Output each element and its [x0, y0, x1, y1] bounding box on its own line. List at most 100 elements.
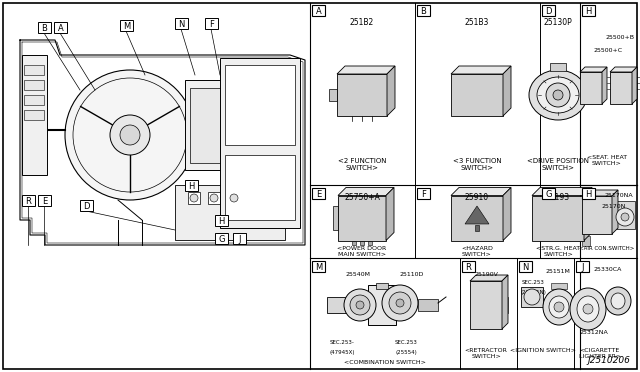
Circle shape: [230, 194, 238, 202]
Text: A: A: [316, 7, 321, 16]
Polygon shape: [337, 66, 395, 74]
Bar: [120, 20, 133, 31]
Text: <2 FUNCTION
SWITCH>: <2 FUNCTION SWITCH>: [338, 158, 387, 171]
Text: <POWER DOOR
MAIN SWITCH>: <POWER DOOR MAIN SWITCH>: [337, 246, 387, 257]
Bar: [368, 285, 396, 325]
Text: 25500+C: 25500+C: [593, 48, 623, 53]
Text: B: B: [420, 7, 426, 16]
Bar: [502, 297, 508, 313]
Text: H: H: [586, 7, 592, 16]
Bar: [228, 192, 240, 204]
Text: E: E: [316, 190, 321, 199]
Bar: [587, 207, 597, 223]
Bar: [542, 5, 555, 16]
Bar: [80, 200, 93, 211]
Polygon shape: [451, 187, 511, 196]
Bar: [610, 72, 632, 104]
Bar: [215, 233, 228, 244]
Text: <STR.G. HEAT
SWITCH>: <STR.G. HEAT SWITCH>: [536, 246, 580, 257]
Bar: [360, 241, 364, 244]
Bar: [175, 185, 285, 240]
Polygon shape: [503, 66, 511, 116]
Circle shape: [553, 90, 563, 100]
Bar: [475, 225, 479, 231]
Bar: [185, 180, 198, 191]
Text: 25170N: 25170N: [602, 204, 626, 209]
Text: 25190V: 25190V: [474, 272, 498, 277]
Circle shape: [524, 289, 540, 305]
Circle shape: [621, 213, 629, 221]
Bar: [614, 82, 628, 94]
Text: H: H: [218, 217, 225, 226]
Circle shape: [554, 302, 564, 312]
Bar: [418, 299, 438, 311]
Bar: [205, 18, 218, 29]
Bar: [376, 283, 388, 289]
Bar: [329, 89, 337, 101]
Bar: [225, 155, 295, 220]
Text: B: B: [42, 24, 47, 33]
Text: SEC.253: SEC.253: [395, 340, 418, 345]
Polygon shape: [580, 67, 607, 72]
Text: A: A: [58, 24, 63, 33]
Text: E: E: [42, 197, 47, 206]
Bar: [584, 82, 598, 94]
Bar: [479, 87, 497, 103]
Bar: [550, 63, 566, 71]
Bar: [220, 58, 300, 228]
Text: J2510206: J2510206: [587, 356, 630, 365]
Circle shape: [546, 83, 570, 107]
Bar: [188, 192, 200, 204]
Text: 25500+B: 25500+B: [605, 35, 634, 40]
Text: 25170NA: 25170NA: [605, 193, 634, 198]
Text: M: M: [123, 22, 130, 31]
Text: 25110D: 25110D: [400, 272, 424, 277]
Bar: [208, 192, 220, 204]
Bar: [417, 188, 430, 199]
Bar: [352, 87, 374, 103]
Text: D: D: [545, 7, 552, 16]
Text: <3 FUNCTION
SWITCH>: <3 FUNCTION SWITCH>: [452, 158, 501, 171]
Bar: [337, 74, 387, 116]
Bar: [354, 212, 362, 224]
Text: N: N: [522, 263, 529, 272]
Bar: [582, 188, 595, 199]
Bar: [538, 210, 554, 226]
Text: 25750+A: 25750+A: [344, 193, 380, 202]
Bar: [462, 261, 475, 272]
Circle shape: [389, 292, 411, 314]
Text: G: G: [218, 235, 225, 244]
Bar: [475, 68, 495, 73]
Circle shape: [583, 304, 593, 314]
Text: <RETRACTOR
SWITCH>: <RETRACTOR SWITCH>: [465, 348, 508, 359]
Ellipse shape: [605, 287, 631, 315]
Circle shape: [350, 295, 370, 315]
Circle shape: [356, 301, 364, 309]
Ellipse shape: [611, 293, 625, 309]
Bar: [312, 5, 325, 16]
Bar: [38, 195, 51, 206]
Ellipse shape: [543, 289, 575, 325]
Bar: [451, 74, 503, 116]
Circle shape: [344, 289, 376, 321]
Bar: [24, 110, 44, 120]
Bar: [476, 307, 496, 319]
Text: <HAZARD
SWITCH>: <HAZARD SWITCH>: [461, 246, 493, 257]
Bar: [175, 18, 188, 29]
Text: F: F: [421, 190, 426, 199]
Bar: [54, 22, 67, 33]
Bar: [24, 65, 44, 75]
Bar: [185, 80, 285, 170]
Ellipse shape: [549, 296, 569, 318]
Bar: [532, 196, 584, 241]
Bar: [22, 55, 47, 175]
Bar: [615, 201, 635, 229]
Text: 25193: 25193: [546, 193, 570, 202]
Text: J: J: [238, 235, 241, 244]
Polygon shape: [532, 187, 592, 196]
Polygon shape: [387, 66, 395, 116]
Bar: [476, 289, 496, 301]
Bar: [356, 91, 364, 99]
Bar: [521, 287, 543, 307]
Bar: [582, 5, 595, 16]
